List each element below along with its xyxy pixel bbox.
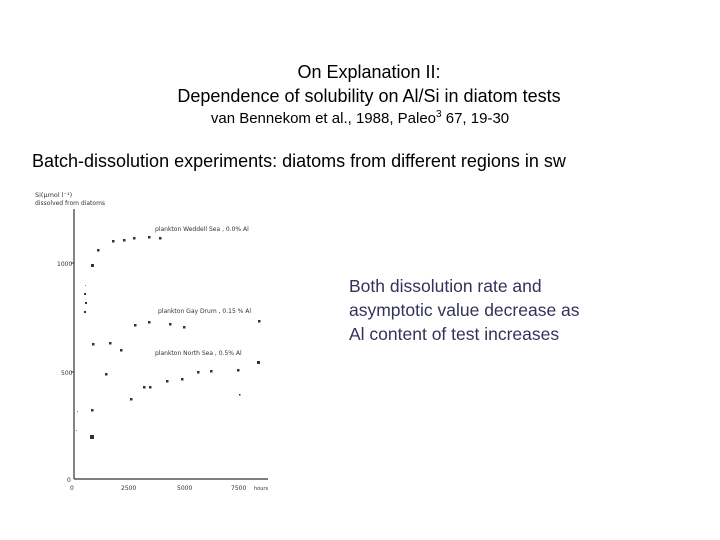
data-point bbox=[149, 386, 152, 389]
data-point bbox=[85, 302, 87, 304]
figure-ylabel-line2: dissolved from diatoms bbox=[35, 200, 105, 207]
scanned-figure: Si(µmol l⁻¹) dissolved from diatoms 1000… bbox=[35, 191, 268, 492]
data-point bbox=[169, 323, 172, 326]
data-point bbox=[159, 237, 162, 240]
data-point bbox=[84, 293, 86, 295]
series-weddell-points bbox=[91, 236, 162, 267]
series-gay-drum-points bbox=[84, 293, 261, 352]
scan-speck bbox=[76, 430, 77, 431]
series-label-weddell: plankton Weddell Sea , 0.0% Al bbox=[155, 226, 249, 233]
data-point bbox=[91, 264, 94, 267]
data-point bbox=[133, 237, 136, 240]
data-point bbox=[105, 373, 108, 376]
slide-subtitle: Batch-dissolution experiments: diatoms f… bbox=[32, 151, 566, 171]
data-point bbox=[91, 409, 94, 412]
data-point bbox=[183, 326, 186, 329]
data-point bbox=[237, 369, 240, 372]
citation: van Bennekom et al., 1988, Paleo3 67, 19… bbox=[0, 109, 720, 127]
data-point bbox=[181, 378, 184, 381]
data-point bbox=[197, 371, 200, 374]
citation-prefix: van Bennekom et al., 1988, Paleo bbox=[210, 110, 437, 127]
ytick-label: 1000 bbox=[57, 261, 72, 268]
ytick-label: 0 bbox=[67, 477, 71, 484]
xtick-unit: hours bbox=[254, 486, 268, 492]
scan-speck bbox=[85, 285, 86, 286]
data-point bbox=[258, 320, 261, 323]
data-point bbox=[109, 342, 112, 345]
slide-title-line1: On Explanation II: bbox=[297, 62, 441, 82]
data-point bbox=[92, 343, 95, 346]
citation-suffix: 67, 19-30 bbox=[441, 110, 510, 127]
data-point bbox=[148, 321, 151, 324]
data-point bbox=[148, 236, 151, 239]
data-point bbox=[120, 349, 123, 352]
xtick-label: 2500 bbox=[121, 485, 136, 492]
data-point bbox=[84, 311, 86, 313]
slide-title-line2: Dependence of solubility on Al/Si in dia… bbox=[177, 86, 561, 106]
figure-ylabel-line1: Si(µmol l⁻¹) bbox=[35, 191, 72, 199]
data-point bbox=[123, 239, 126, 242]
xtick-label: 5000 bbox=[177, 485, 192, 492]
data-point bbox=[97, 249, 100, 252]
data-point bbox=[257, 361, 260, 364]
ytick-label: 500 bbox=[61, 370, 73, 377]
data-point bbox=[90, 435, 94, 439]
data-point bbox=[143, 386, 146, 389]
annotation-note: Both dissolution rate and asymptotic val… bbox=[349, 274, 649, 346]
series-label-gay-drum: plankton Gay Drum , 0.15 % Al bbox=[158, 308, 251, 315]
scan-speck bbox=[77, 411, 78, 412]
xtick-label: 7500 bbox=[231, 485, 246, 492]
data-point bbox=[166, 380, 169, 383]
data-point bbox=[239, 394, 241, 396]
data-point bbox=[210, 370, 213, 373]
xtick-label: 0 bbox=[70, 485, 74, 492]
series-label-north-sea: plankton North Sea , 0.5% Al bbox=[155, 350, 242, 357]
data-point bbox=[134, 324, 137, 327]
note-line: Both dissolution rate and bbox=[349, 276, 542, 296]
note-line: Al content of test increases bbox=[349, 324, 560, 344]
data-point bbox=[112, 240, 115, 243]
note-line: asymptotic value decrease as bbox=[349, 300, 580, 320]
series-north-sea-points bbox=[90, 361, 260, 439]
data-point bbox=[130, 398, 133, 401]
citation-sup: 3 bbox=[436, 109, 442, 120]
